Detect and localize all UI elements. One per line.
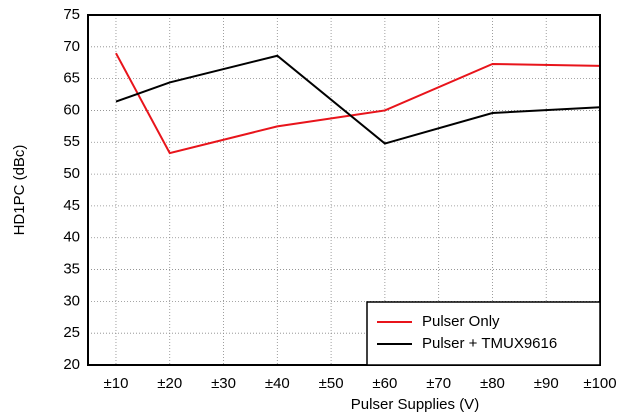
y-tick-label: 50 (63, 165, 80, 182)
x-axis-label: Pulser Supplies (V) (351, 396, 479, 413)
y-tick-label: 70 (63, 38, 80, 55)
plot-frame (87, 14, 601, 366)
x-tick-label: ±30 (211, 375, 236, 392)
x-tick-label: ±80 (480, 375, 505, 392)
y-tick-label: 20 (63, 356, 80, 373)
y-tick-label: 55 (63, 133, 80, 150)
legend-label: Pulser Only (422, 313, 500, 330)
x-tick-label: ±60 (372, 375, 397, 392)
y-tick-label: 45 (63, 197, 80, 214)
y-tick-label: 25 (63, 324, 80, 341)
y-tick-label: 30 (63, 292, 80, 309)
y-tick-label: 40 (63, 229, 80, 246)
series-line (115, 54, 601, 145)
x-tick-label: ±10 (104, 375, 129, 392)
x-tick-label: ±90 (534, 375, 559, 392)
x-tick-label: ±50 (319, 375, 344, 392)
x-tick-label: ±70 (426, 375, 451, 392)
legend-box (366, 301, 601, 366)
legend-label: Pulser + TMUX9616 (422, 335, 557, 352)
x-tick-label: ±20 (157, 375, 182, 392)
y-tick-label: 65 (63, 70, 80, 87)
y-tick-label: 60 (63, 101, 80, 118)
y-tick-label: 75 (63, 6, 80, 23)
series-line (115, 52, 601, 155)
x-tick-label: ±100 (583, 375, 616, 392)
y-axis-label: HD1PC (dBc) (11, 145, 28, 236)
x-tick-label: ±40 (265, 375, 290, 392)
y-tick-label: 35 (63, 261, 80, 278)
